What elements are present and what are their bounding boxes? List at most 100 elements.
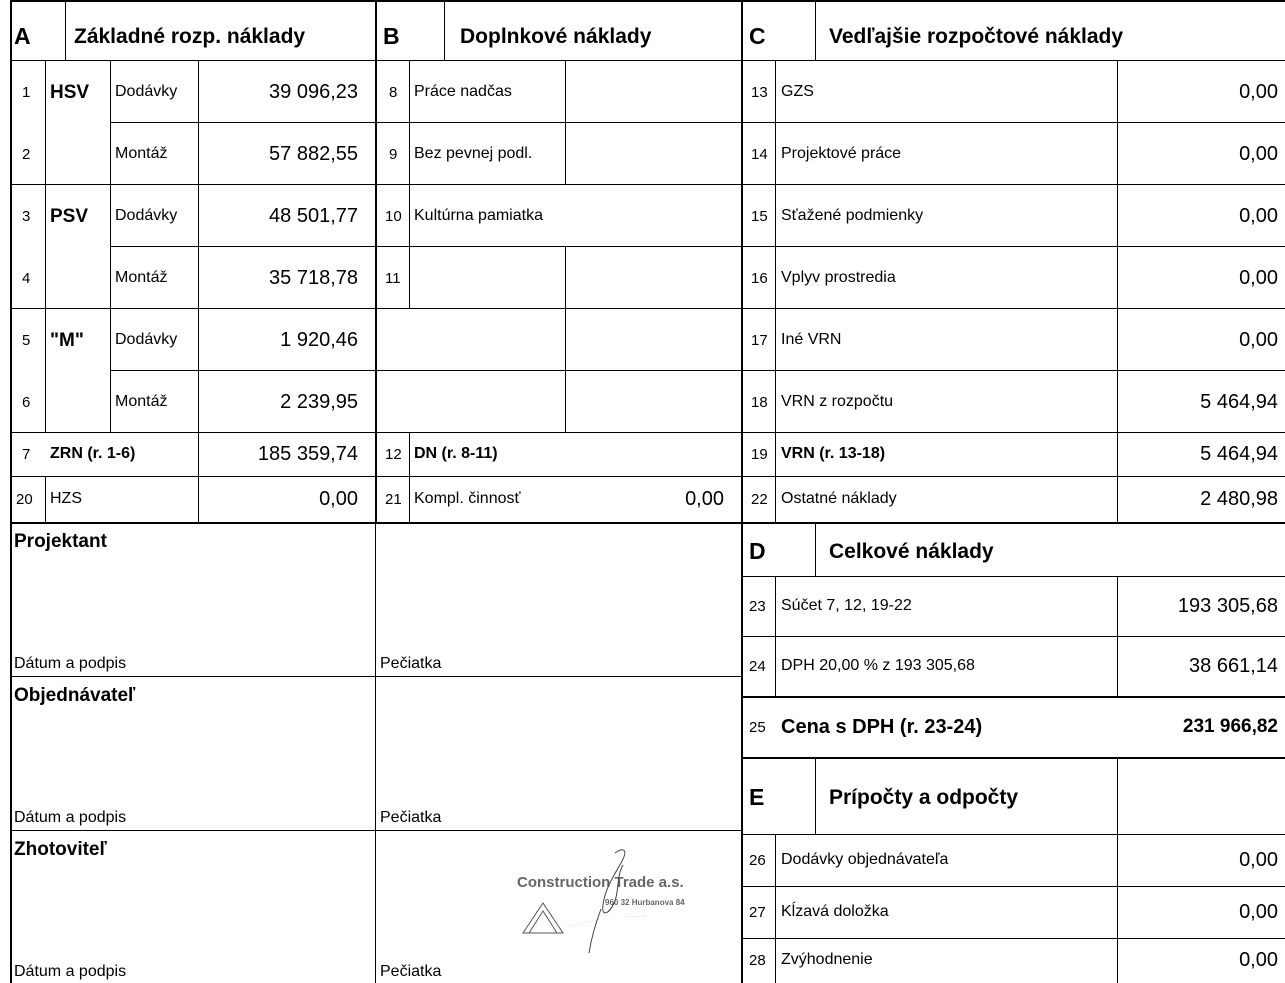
- date-signature-label: Dátum a podpis: [14, 809, 127, 826]
- section-d-title: Celkové náklady: [829, 540, 994, 563]
- row-value: 1 920,46: [280, 329, 358, 351]
- section-c-letter: C: [749, 23, 766, 49]
- row-value: 5 464,94: [1200, 391, 1278, 413]
- stamp-logo-icon: [522, 902, 564, 934]
- row-label: Ostatné náklady: [781, 490, 897, 507]
- row-value: 2 239,95: [280, 391, 358, 413]
- row-number: 24: [749, 658, 766, 675]
- signature-icon: [588, 849, 626, 954]
- row-label: Súčet 7, 12, 19-22: [781, 597, 912, 614]
- row-label: Dodávky: [115, 83, 178, 100]
- row-number: 3: [22, 208, 31, 225]
- row-label: Kompl. činnosť: [414, 490, 521, 507]
- row-number: 9: [389, 146, 398, 163]
- row-number: 18: [751, 394, 768, 411]
- row-number: 4: [22, 270, 31, 287]
- date-signature-label: Dátum a podpis: [14, 963, 127, 980]
- section-e-letter: E: [749, 784, 765, 810]
- row-number: 28: [749, 952, 766, 969]
- row-label: HZS: [50, 490, 82, 507]
- row-value: 38 661,14: [1189, 655, 1278, 677]
- row-number: 22: [751, 491, 768, 508]
- row-value: 0,00: [1239, 267, 1278, 289]
- row-value: 0,00: [685, 488, 724, 510]
- row-value: 0,00: [319, 488, 358, 510]
- row-number: 21: [385, 491, 402, 508]
- row-number: 7: [22, 446, 31, 463]
- row-number: 11: [385, 270, 401, 287]
- row-label: Zvýhodnenie: [781, 951, 873, 968]
- group-label: PSV: [50, 206, 89, 227]
- row-label: Vplyv prostredia: [781, 269, 896, 286]
- row-number: 8: [389, 84, 398, 101]
- row-number: 27: [749, 904, 766, 921]
- group-label: "M": [50, 330, 84, 351]
- row-value: 0,00: [1239, 849, 1278, 871]
- total-label: DN (r. 8-11): [414, 445, 498, 462]
- row-value: 0,00: [1239, 205, 1278, 227]
- row-number: 10: [385, 208, 402, 225]
- row-label: Dodávky: [115, 207, 178, 224]
- total-label: Cena s DPH (r. 23-24): [781, 716, 983, 738]
- row-number: 5: [22, 332, 31, 349]
- party-projektant: Projektant: [14, 531, 107, 552]
- row-number: 17: [751, 332, 768, 349]
- svg-text:. . . . . . . .: . . . . . . . .: [625, 913, 646, 919]
- party-zhotovitel: Zhotoviteľ: [14, 839, 107, 860]
- group-label: HSV: [50, 82, 90, 103]
- row-value: 0,00: [1239, 329, 1278, 351]
- row-value: 35 718,78: [269, 267, 358, 289]
- stamp-label: Pečiatka: [380, 655, 442, 672]
- row-number: 20: [16, 491, 33, 508]
- row-number: 6: [22, 394, 31, 411]
- row-value: 48 501,77: [269, 205, 358, 227]
- row-number: 14: [751, 146, 768, 163]
- stamp-label: Pečiatka: [380, 809, 442, 826]
- row-number: 19: [751, 446, 768, 463]
- total-label: ZRN (r. 1-6): [50, 445, 136, 462]
- row-label: Bez pevnej podl.: [414, 145, 533, 162]
- row-label: Montáž: [115, 145, 168, 162]
- row-number: 25: [749, 719, 766, 736]
- total-value: 5 464,94: [1200, 443, 1278, 465]
- row-label: Montáž: [115, 269, 168, 286]
- stamp-address-text: 960 32 Hurbanova 84: [605, 898, 685, 907]
- date-signature-label: Dátum a podpis: [14, 655, 127, 672]
- row-number: 13: [751, 84, 768, 101]
- stamp-company-text: Construction Trade a.s.: [517, 874, 684, 891]
- row-number: 26: [749, 852, 766, 869]
- section-a-letter: A: [14, 23, 31, 49]
- total-value: 185 359,74: [257, 443, 358, 465]
- stamp-label: Pečiatka: [380, 963, 442, 980]
- row-number: 1: [22, 84, 31, 101]
- company-stamp-image: Construction Trade a.s. 960 32 Hurbanova…: [517, 849, 685, 954]
- section-b-title: Doplnkové náklady: [460, 25, 652, 48]
- row-number: 12: [385, 446, 402, 463]
- section-e-title: Prípočty a odpočty: [829, 786, 1019, 809]
- row-value: 0,00: [1239, 901, 1278, 923]
- section-c-title: Vedľajšie rozpočtové náklady: [829, 25, 1124, 48]
- row-label: Kultúrna pamiatka: [414, 207, 543, 224]
- row-value: 0,00: [1239, 949, 1278, 971]
- row-number: 16: [751, 270, 768, 287]
- total-label: VRN (r. 13-18): [781, 445, 886, 462]
- row-value: 0,00: [1239, 143, 1278, 165]
- section-d-letter: D: [749, 538, 766, 564]
- row-number: 15: [751, 208, 768, 225]
- row-label: DPH 20,00 % z 193 305,68: [781, 657, 975, 674]
- row-label: Práce nadčas: [414, 83, 512, 100]
- row-label: Projektové práce: [781, 145, 902, 162]
- section-a-title: Základné rozp. náklady: [74, 25, 306, 48]
- row-value: 193 305,68: [1177, 595, 1278, 617]
- row-label: Montáž: [115, 393, 168, 410]
- row-label: Sťažené podmienky: [781, 207, 924, 224]
- total-value: 231 966,82: [1182, 716, 1278, 737]
- row-value: 2 480,98: [1200, 488, 1278, 510]
- row-value: 57 882,55: [269, 143, 358, 165]
- row-value: 39 096,23: [269, 81, 358, 103]
- row-value: 0,00: [1239, 81, 1278, 103]
- row-label: Kĺzavá doložka: [781, 903, 889, 920]
- svg-text:. . . . . . . . . . . . .: . . . . . . . . . . . . .: [564, 916, 599, 929]
- row-label: Iné VRN: [781, 331, 842, 348]
- section-b-letter: B: [383, 23, 400, 49]
